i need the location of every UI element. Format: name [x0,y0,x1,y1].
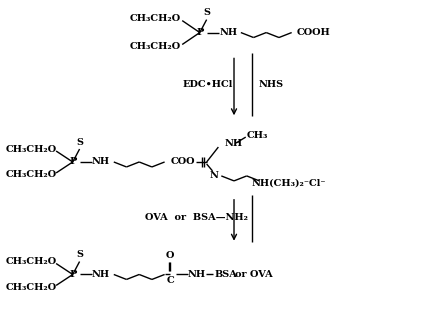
Text: CH₃CH₂O: CH₃CH₂O [129,42,180,51]
Text: P: P [69,158,76,166]
Text: EDC•HCl: EDC•HCl [183,80,233,89]
Text: CH₃: CH₃ [247,131,268,140]
Text: NH: NH [188,270,206,279]
Text: P: P [69,270,76,279]
Text: NH(CH₃)₂⁻Cl⁻: NH(CH₃)₂⁻Cl⁻ [251,178,326,187]
Text: S: S [76,138,83,147]
Text: CH₃CH₂O: CH₃CH₂O [5,144,56,154]
Text: NHS: NHS [258,80,284,89]
Text: NH: NH [92,158,110,166]
Text: or OVA: or OVA [235,270,272,279]
Text: COO: COO [171,158,195,166]
Text: N: N [210,171,219,181]
Text: NH: NH [224,138,242,148]
Text: CH₃CH₂O: CH₃CH₂O [5,171,56,179]
Text: O: O [165,251,174,260]
Text: P: P [196,28,204,37]
Text: S: S [76,250,83,259]
Text: BSA: BSA [215,270,238,279]
Text: COOH: COOH [296,28,330,37]
Text: NH: NH [219,28,237,37]
Text: C: C [166,276,174,285]
Text: NH: NH [92,270,110,279]
Text: S: S [203,8,210,17]
Text: CH₃CH₂O: CH₃CH₂O [5,283,56,292]
Text: CH₃CH₂O: CH₃CH₂O [129,14,180,23]
Text: OVA  or  BSA—NH₂: OVA or BSA—NH₂ [145,213,248,222]
Text: CH₃CH₂O: CH₃CH₂O [5,257,56,266]
